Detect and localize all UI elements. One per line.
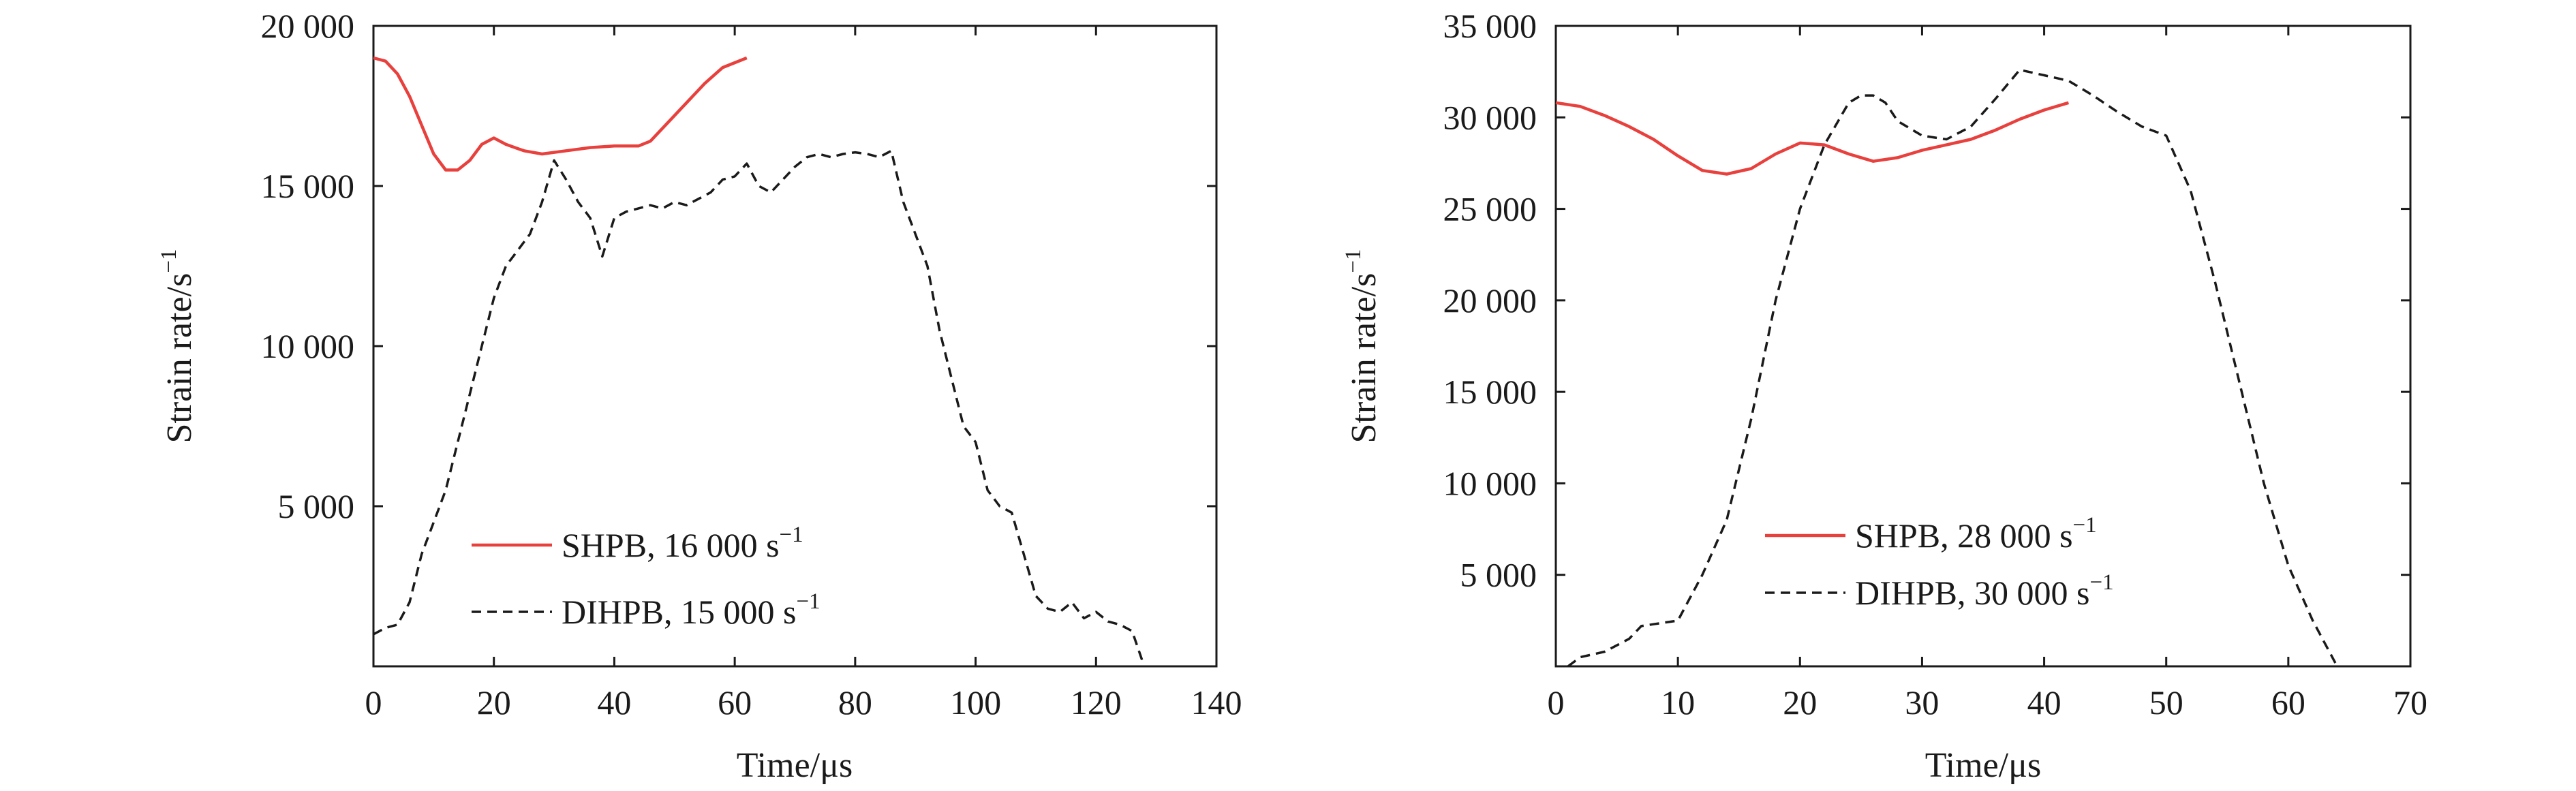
x-tick-label: 140 [1191, 683, 1242, 722]
y-axis-title: Strain rate/s−1 [157, 249, 199, 444]
x-tick-label: 50 [2149, 683, 2183, 722]
x-tick-label: 120 [1071, 683, 1122, 722]
y-tick-label: 5 000 [278, 487, 355, 525]
x-axis-title: Time/μs [1925, 746, 2041, 785]
series-line-shpb [1555, 101, 2070, 176]
x-tick-label: 60 [718, 683, 752, 722]
x-tick-label: 30 [1905, 683, 1939, 722]
x-axis-title: Time/μs [737, 746, 853, 785]
y-tick-label: 20 000 [1443, 281, 1537, 320]
x-tick-label: 40 [597, 683, 631, 722]
x-tick-label: 20 [477, 683, 511, 722]
series-line-dihpb [1567, 68, 2339, 668]
x-tick-label: 100 [950, 683, 1001, 722]
x-tick-label: 40 [2027, 683, 2061, 722]
x-tick-label: 60 [2271, 683, 2305, 722]
legend: SHPB, 16 000 s−1 DIHPB, 15 000 s−1 [472, 523, 821, 631]
legend-label: SHPB, 28 000 s−1 [1855, 513, 2097, 555]
chart-right: 5 000 10 000 15 000 20 000 25 000 30 000 35 00… [1341, 7, 2427, 785]
y-tick-label: 5 000 [1460, 556, 1537, 594]
plot-frame [372, 25, 1218, 668]
y-tick-label: 35 000 [1443, 7, 1537, 45]
chart-left: 5 000 10 000 15 000 20 000 0 20 40 60 80 100 120 1… [157, 7, 1242, 785]
y-tick-label: 15 000 [1443, 373, 1537, 411]
y-axis-title: Strain rate/s−1 [1341, 249, 1383, 444]
x-tick-label: 80 [838, 683, 872, 722]
x-tick-label: 70 [2393, 683, 2427, 722]
plot-area [373, 56, 1146, 667]
plot-frame [1554, 25, 2412, 668]
series-line-shpb [373, 56, 748, 172]
y-tick-label: 25 000 [1443, 190, 1537, 228]
legend-label: DIHPB, 15 000 s−1 [562, 589, 821, 631]
series-line-dihpb [373, 149, 1146, 667]
x-tick-label: 0 [365, 683, 382, 722]
x-tick-label: 0 [1548, 683, 1565, 722]
y-tick-label: 30 000 [1443, 98, 1537, 136]
x-axis: 0 10 20 30 40 50 60 70 [1548, 26, 2427, 722]
y-tick-label: 10 000 [261, 327, 355, 365]
y-tick-label: 20 000 [261, 7, 355, 45]
x-tick-label: 20 [1783, 683, 1817, 722]
y-tick-label: 15 000 [261, 167, 355, 205]
y-tick-label: 10 000 [1443, 464, 1537, 502]
plot-area [1555, 68, 2339, 668]
legend-label: SHPB, 16 000 s−1 [562, 523, 803, 564]
x-axis: 0 20 40 60 80 100 120 140 [365, 26, 1242, 722]
legend-label: DIHPB, 30 000 s−1 [1855, 570, 2114, 612]
y-axis: 5 000 10 000 15 000 20 000 25 000 30 000 35 00… [1443, 7, 2410, 594]
y-axis: 5 000 10 000 15 000 20 000 [261, 7, 1216, 525]
legend: SHPB, 28 000 s−1 DIHPB, 30 000 s−1 [1765, 513, 2114, 612]
x-tick-label: 10 [1661, 683, 1695, 722]
